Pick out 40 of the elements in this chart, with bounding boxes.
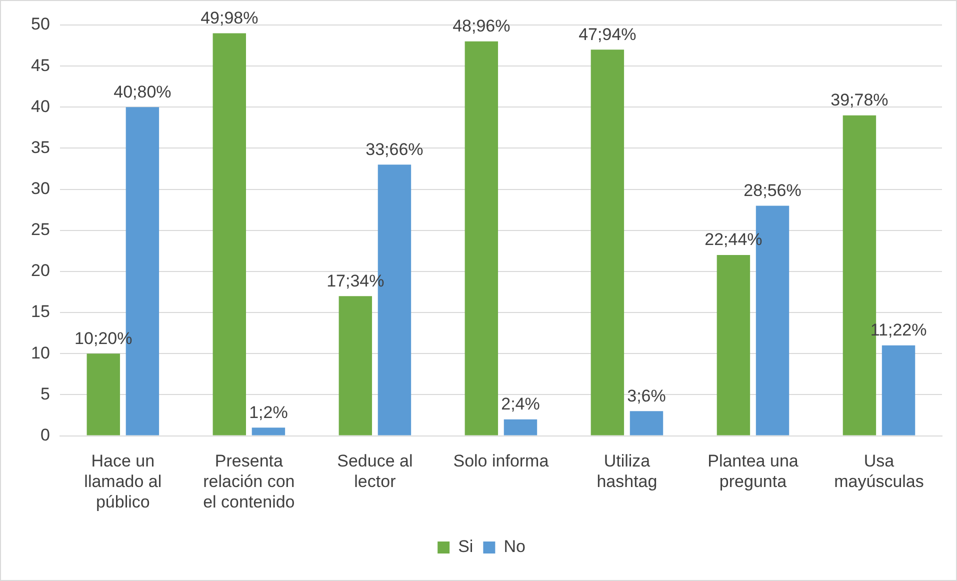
data-label: 40;80% [114,82,172,102]
bar [212,33,246,436]
y-tick-label: 10 [30,343,50,362]
y-tick-label: 40 [30,96,50,116]
bar [504,419,538,436]
x-tick-label: Usa mayúsculas [834,452,924,492]
bar [882,345,916,436]
y-tick-label: 15 [30,302,50,322]
x-tick-label: Hace un llamado al público [84,452,162,512]
legend-label: No [504,537,526,556]
y-tick-label: 50 [30,14,50,34]
y-tick-label: 20 [30,261,50,280]
y-tick-label: 45 [30,56,50,75]
x-tick-label: Plantea una pregunta [708,452,799,492]
y-tick-label: 30 [30,179,50,198]
x-tick-label: Seduce al lector [337,452,413,492]
bar [252,428,286,436]
x-tick-label: Presenta relación con el contenido [203,452,295,512]
data-label: 3;6% [627,386,666,406]
y-tick-label: 5 [40,384,50,404]
data-label: 2;4% [501,394,540,414]
data-label: 28;56% [744,180,802,200]
data-label: 49;98% [200,8,258,28]
bar [716,255,750,436]
y-tick-label: 0 [40,425,50,444]
x-tick-label: Utiliza hashtag [596,452,658,492]
data-label: 1;2% [249,402,288,422]
bar [464,41,498,436]
y-tick-label: 35 [30,138,50,157]
bar [590,50,624,436]
bar [86,354,120,436]
y-tick-label: 25 [30,220,50,240]
data-label: 39;78% [830,90,888,110]
data-label: 48;96% [452,16,510,36]
x-tick-label: Solo informa [453,452,550,471]
legend-label: Si [458,537,474,556]
data-label: 47;94% [578,24,636,44]
bar [630,411,664,436]
bar [338,296,372,436]
data-label: 33;66% [366,140,424,159]
